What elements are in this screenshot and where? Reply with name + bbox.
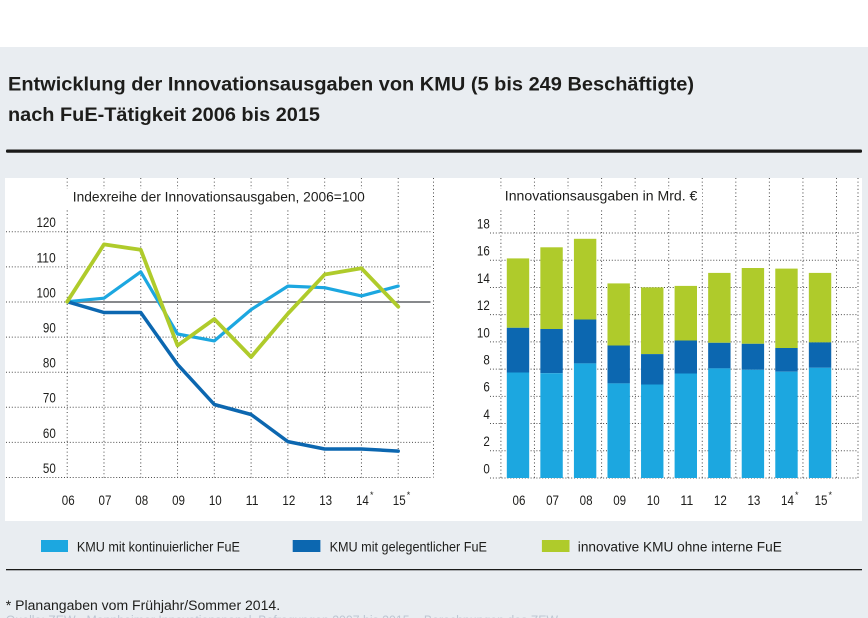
svg-text:80: 80: [43, 356, 56, 371]
svg-text:Indexreihe der Innovationsausg: Indexreihe der Innovationsausgaben, 2006…: [73, 189, 365, 204]
svg-text:*: *: [829, 490, 833, 500]
svg-text:100: 100: [36, 285, 56, 300]
svg-text:*: *: [795, 490, 799, 500]
svg-text:Entwicklung der Innovationsaus: Entwicklung der Innovationsausgaben von …: [8, 73, 694, 95]
svg-text:innovative KMU ohne interne Fu: innovative KMU ohne interne FuE: [578, 540, 782, 556]
svg-text:10: 10: [647, 493, 660, 508]
svg-text:50: 50: [43, 461, 56, 476]
svg-text:13: 13: [747, 493, 760, 508]
svg-text:120: 120: [36, 215, 56, 230]
svg-text:nach FuE-Tätigkeit 2006 bis 20: nach FuE-Tätigkeit 2006 bis 2015: [8, 104, 320, 126]
svg-text:16: 16: [477, 244, 490, 259]
svg-text:Innovationsausgaben in Mrd. €: Innovationsausgaben in Mrd. €: [505, 189, 698, 204]
svg-text:09: 09: [613, 493, 626, 508]
svg-text:2: 2: [483, 434, 489, 449]
svg-text:14: 14: [477, 271, 490, 286]
svg-text:*: *: [370, 490, 374, 500]
svg-text:07: 07: [546, 493, 559, 508]
svg-text:15: 15: [815, 493, 828, 508]
svg-text:15: 15: [393, 493, 406, 508]
svg-text:70: 70: [43, 391, 56, 406]
svg-text:*: *: [407, 490, 411, 500]
svg-text:0: 0: [483, 461, 490, 476]
svg-text:8: 8: [483, 353, 490, 368]
svg-text:12: 12: [282, 493, 295, 508]
svg-text:11: 11: [680, 493, 693, 508]
svg-text:11: 11: [246, 493, 259, 508]
svg-text:KMU mit kontinuierlicher FuE: KMU mit kontinuierlicher FuE: [77, 540, 240, 556]
svg-text:Quelle: ZEW - Mannheimer Innov: Quelle: ZEW - Mannheimer Innovationspane…: [6, 613, 561, 618]
svg-text:12: 12: [477, 298, 490, 313]
svg-text:06: 06: [62, 493, 75, 508]
svg-text:10: 10: [209, 493, 222, 508]
svg-text:08: 08: [580, 493, 593, 508]
svg-text:60: 60: [43, 426, 56, 441]
svg-text:08: 08: [135, 493, 148, 508]
svg-text:06: 06: [513, 493, 526, 508]
svg-text:4: 4: [483, 407, 490, 422]
svg-text:90: 90: [43, 321, 56, 336]
svg-text:13: 13: [319, 493, 332, 508]
svg-text:10: 10: [477, 325, 490, 340]
svg-text:KMU mit gelegentlicher FuE: KMU mit gelegentlicher FuE: [330, 540, 487, 556]
svg-text:12: 12: [714, 493, 727, 508]
svg-text:18: 18: [477, 216, 490, 231]
svg-text:14: 14: [356, 493, 369, 508]
svg-text:* Planangaben vom Frühjahr/Som: * Planangaben vom Frühjahr/Sommer 2014.: [6, 597, 280, 613]
svg-text:110: 110: [36, 250, 56, 265]
svg-text:6: 6: [483, 380, 490, 395]
svg-text:14: 14: [781, 493, 794, 508]
svg-text:09: 09: [172, 493, 185, 508]
svg-text:07: 07: [99, 493, 112, 508]
